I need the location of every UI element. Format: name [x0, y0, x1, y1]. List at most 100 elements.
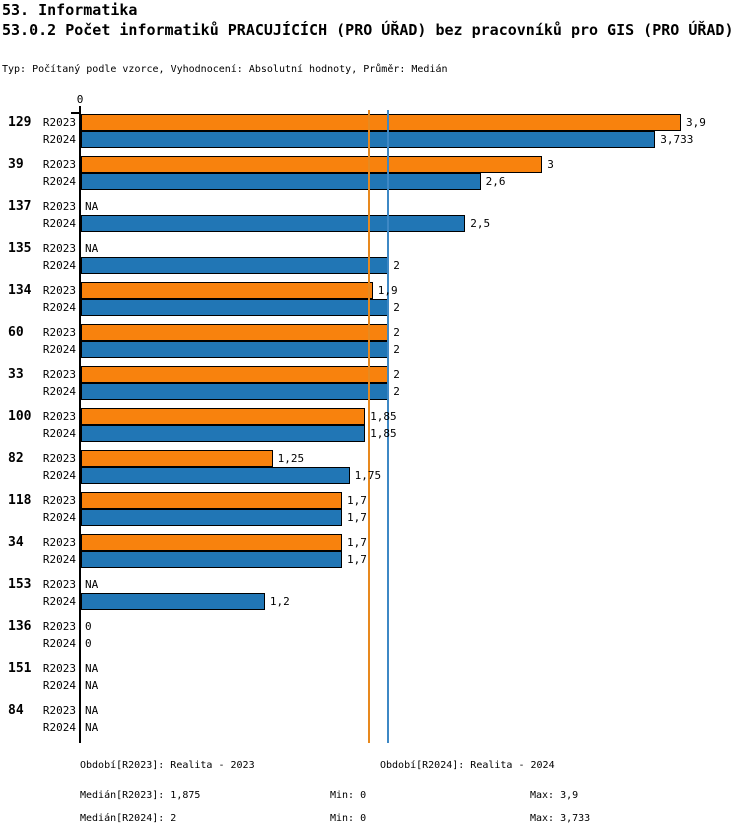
value-label: 1,9 [377, 284, 398, 297]
bar-r2023 [81, 156, 543, 173]
axis-zero-tick [71, 112, 80, 114]
period-label-r2023: Období[R2023]: Realita - 2023 [80, 760, 255, 771]
max-label-r2024: Max: 3,733 [530, 813, 591, 824]
bar-r2023 [81, 282, 373, 299]
bar-r2024 [81, 551, 342, 568]
group-id-label: 60 [8, 325, 24, 340]
value-label: NA [85, 721, 99, 734]
row-label-r2023: R2023 [42, 452, 76, 465]
bar-r2024 [81, 425, 366, 442]
value-label: 0 [85, 637, 92, 650]
value-label: 2 [393, 368, 400, 381]
max-label-r2023: Max: 3,9 [530, 790, 579, 801]
min-label-r2024: Min: 0 [330, 813, 367, 824]
bar-r2024 [81, 299, 389, 316]
value-axis-baseline [79, 106, 81, 743]
value-label: 1,7 [346, 553, 367, 566]
row-label-r2024: R2024 [42, 385, 76, 398]
group-id-label: 151 [8, 661, 32, 676]
bar-r2024 [81, 383, 389, 400]
value-label: 2,5 [470, 217, 491, 230]
bar-r2023 [81, 408, 366, 425]
min-label-r2023: Min: 0 [330, 790, 367, 801]
row-label-r2023: R2023 [42, 200, 76, 213]
row-label-r2024: R2024 [42, 553, 76, 566]
value-label: 1,2 [269, 595, 290, 608]
row-label-r2023: R2023 [42, 326, 76, 339]
row-label-r2023: R2023 [42, 578, 76, 591]
value-label: NA [85, 578, 99, 591]
value-label: 2 [393, 301, 400, 314]
row-label-r2024: R2024 [42, 259, 76, 272]
group-id-label: 84 [8, 703, 24, 718]
group-id-label: 129 [8, 115, 32, 130]
bar-r2024 [81, 467, 350, 484]
row-label-r2024: R2024 [42, 343, 76, 356]
period-label-r2024: Období[R2024]: Realita - 2024 [380, 760, 555, 771]
value-label: 1,75 [354, 469, 382, 482]
group-id-label: 82 [8, 451, 24, 466]
group-id-label: 39 [8, 157, 24, 172]
row-label-r2024: R2024 [42, 595, 76, 608]
row-label-r2023: R2023 [42, 284, 76, 297]
bar-r2024 [81, 341, 389, 358]
median-label-r2024: Medián[R2024]: 2 [80, 813, 177, 824]
median-line-r2024 [387, 110, 390, 743]
row-label-r2023: R2023 [42, 410, 76, 423]
group-id-label: 134 [8, 283, 32, 298]
bar-r2023 [81, 534, 342, 551]
value-label: 2 [393, 326, 400, 339]
group-id-label: 33 [8, 367, 24, 382]
row-label-r2024: R2024 [42, 217, 76, 230]
value-label: NA [85, 704, 99, 717]
row-label-r2024: R2024 [42, 427, 76, 440]
value-label: NA [85, 679, 99, 692]
value-label: 3 [547, 158, 554, 171]
bar-r2023 [81, 114, 681, 131]
row-label-r2023: R2023 [42, 620, 76, 633]
bar-r2023 [81, 324, 389, 341]
row-label-r2023: R2023 [42, 116, 76, 129]
value-label: NA [85, 200, 99, 213]
row-label-r2023: R2023 [42, 368, 76, 381]
value-label: 1,7 [346, 536, 367, 549]
group-id-label: 34 [8, 535, 24, 550]
median-label-r2023: Medián[R2023]: 1,875 [80, 790, 201, 801]
row-label-r2024: R2024 [42, 301, 76, 314]
row-label-r2023: R2023 [42, 536, 76, 549]
median-line-r2023 [367, 110, 370, 743]
axis-zero-tick-label: 0 [76, 93, 84, 106]
value-label: 1,25 [277, 452, 305, 465]
value-label: 1,85 [370, 427, 397, 440]
value-label: 2 [393, 343, 400, 356]
value-label: 2,6 [485, 175, 506, 188]
bar-r2023 [81, 492, 342, 509]
report-subtitle: 53.0.2 Počet informatiků PRACUJÍCÍCH (PR… [2, 21, 734, 39]
value-label: 0 [85, 620, 92, 633]
group-id-label: 137 [8, 199, 32, 214]
row-label-r2023: R2023 [42, 158, 76, 171]
value-label: NA [85, 662, 99, 675]
report-meta: Typ: Počítaný podle vzorce, Vyhodnocení:… [2, 64, 448, 75]
group-id-label: 100 [8, 409, 32, 424]
report-title: 53. Informatika [2, 1, 138, 19]
value-label: 2 [393, 259, 400, 272]
value-label: 3,733 [660, 133, 694, 146]
group-id-label: 153 [8, 577, 32, 592]
row-label-r2024: R2024 [42, 469, 76, 482]
row-label-r2023: R2023 [42, 704, 76, 717]
row-label-r2023: R2023 [42, 662, 76, 675]
group-id-label: 136 [8, 619, 32, 634]
row-label-r2024: R2024 [42, 133, 76, 146]
value-label: 1,7 [346, 511, 367, 524]
group-id-label: 118 [8, 493, 32, 508]
group-id-label: 135 [8, 241, 32, 256]
row-label-r2024: R2024 [42, 679, 76, 692]
row-label-r2023: R2023 [42, 494, 76, 507]
value-label: 1,7 [346, 494, 367, 507]
bar-r2024 [81, 593, 265, 610]
bar-r2023 [81, 450, 273, 467]
value-label: NA [85, 242, 99, 255]
row-label-r2023: R2023 [42, 242, 76, 255]
